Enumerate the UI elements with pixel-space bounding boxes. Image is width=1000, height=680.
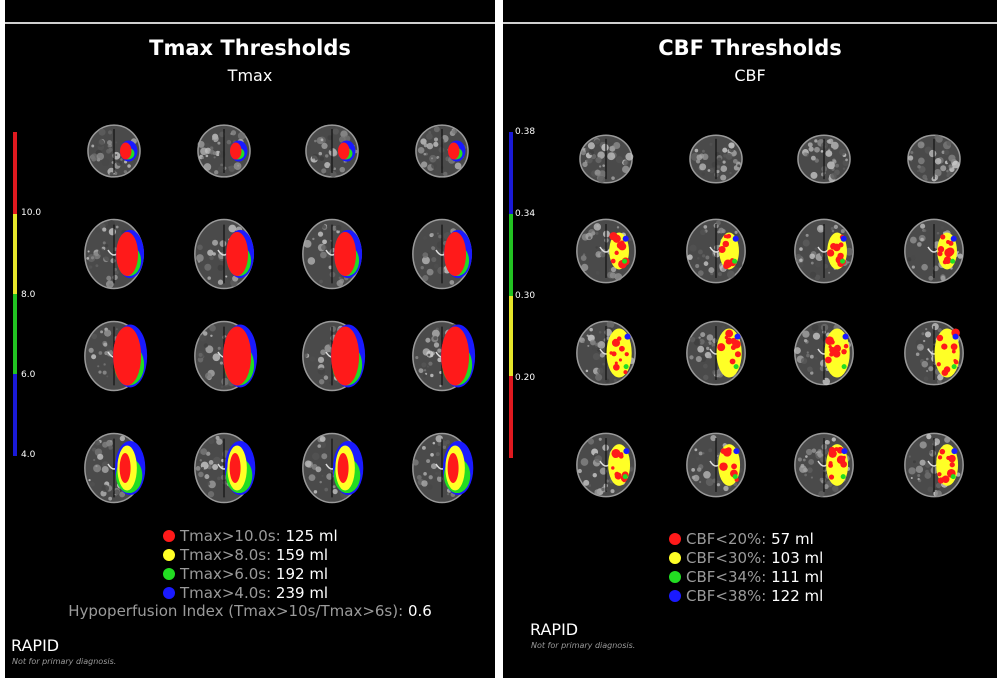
legend-dot-red-icon: [163, 530, 175, 542]
rapid-logo: RAPID: [530, 620, 579, 639]
panel-divider: [503, 22, 997, 24]
cbf-colorbar-tick: 0.20: [515, 373, 536, 383]
cbf-brain-slice: [903, 218, 965, 284]
tmax-brain-slice: [193, 432, 256, 504]
panel-divider: [5, 22, 495, 24]
cbf-slice-grid: [563, 110, 983, 510]
legend-row: CBF<30%: 103 ml: [669, 549, 823, 568]
tmax-brain-slice: [411, 218, 473, 290]
cbf-brain-slice: [903, 320, 965, 386]
cbf-brain-slice: [903, 126, 965, 192]
cbf-subtitle: CBF: [734, 66, 766, 85]
cbf-brain-slice: [575, 320, 637, 386]
legend-row: Tmax>4.0s: 239 ml: [163, 584, 338, 603]
legend-row: Tmax>10.0s: 125 ml: [163, 527, 338, 546]
cbf-brain-slice: [793, 126, 855, 192]
legend-dot-blue-icon: [669, 590, 681, 602]
legend-row: Tmax>8.0s: 159 ml: [163, 546, 338, 565]
cbf-brain-slice: [685, 126, 747, 192]
cbf-colorbar: [509, 132, 513, 458]
cbf-panel: CBF Thresholds CBF 0.38 0.34 0.30 0.20 C…: [503, 0, 997, 678]
cbf-brain-slice: [685, 218, 747, 284]
cbf-brain-slice: [793, 320, 855, 386]
legend-row: Tmax>6.0s: 192 ml: [163, 565, 338, 584]
tmax-brain-slice: [83, 320, 148, 392]
legend-dot-blue-icon: [163, 587, 175, 599]
cbf-brain-slice: [793, 432, 855, 498]
legend-dot-green-icon: [669, 571, 681, 583]
tmax-panel: Tmax Thresholds Tmax 10.0 8.0 6.0 4.0 Tm…: [5, 0, 495, 678]
tmax-colorbar-tick: 10.0: [21, 208, 42, 218]
tmax-colorbar-tick: 8.0: [21, 290, 36, 300]
tmax-legend: Tmax>10.0s: 125 ml Tmax>8.0s: 159 ml Tma…: [163, 527, 338, 603]
tmax-colorbar-tick: 6.0: [21, 370, 36, 380]
cbf-title: CBF Thresholds: [658, 36, 842, 60]
legend-row: CBF<38%: 122 ml: [669, 587, 823, 606]
cbf-brain-slice: [685, 320, 747, 386]
cbf-colorbar-tick: 0.38: [515, 127, 536, 137]
tmax-brain-slice: [301, 115, 363, 187]
tmax-brain-slice: [193, 320, 258, 392]
tmax-brain-slice: [193, 115, 255, 187]
tmax-brain-slice: [83, 432, 146, 504]
cbf-brain-slice: [575, 126, 637, 192]
cbf-brain-slice: [685, 432, 747, 498]
legend-dot-yellow-icon: [163, 549, 175, 561]
cbf-brain-slice: [793, 218, 855, 284]
hypoperfusion-index: Hypoperfusion Index (Tmax>10s/Tmax>6s): …: [68, 602, 432, 620]
tmax-subtitle: Tmax: [227, 66, 273, 85]
tmax-brain-slice: [301, 320, 366, 392]
disclaimer: Not for primary diagnosis.: [531, 641, 636, 650]
cbf-brain-slice: [575, 432, 637, 498]
tmax-brain-slice: [83, 218, 145, 290]
cbf-brain-slice: [903, 432, 965, 498]
tmax-colorbar: [13, 132, 17, 456]
legend-dot-yellow-icon: [669, 552, 681, 564]
tmax-colorbar-tick: 4.0: [21, 450, 36, 460]
rapid-logo: RAPID: [11, 636, 60, 655]
tmax-brain-slice: [301, 218, 363, 290]
tmax-brain-slice: [411, 320, 476, 392]
tmax-brain-slice: [83, 115, 145, 187]
cbf-brain-slice: [575, 218, 637, 284]
tmax-brain-slice: [411, 115, 473, 187]
cbf-colorbar-tick: 0.34: [515, 209, 536, 219]
cbf-colorbar-tick: 0.30: [515, 291, 536, 301]
disclaimer: Not for primary diagnosis.: [12, 657, 117, 666]
legend-dot-green-icon: [163, 568, 175, 580]
legend-dot-red-icon: [669, 533, 681, 545]
tmax-brain-slice: [193, 218, 255, 290]
tmax-brain-slice: [411, 432, 474, 504]
legend-row: CBF<20%: 57 ml: [669, 530, 823, 549]
legend-row: CBF<34%: 111 ml: [669, 568, 823, 587]
tmax-title: Tmax Thresholds: [149, 36, 351, 60]
cbf-legend: CBF<20%: 57 ml CBF<30%: 103 ml CBF<34%: …: [669, 530, 823, 606]
tmax-brain-slice: [301, 432, 364, 504]
tmax-slice-grid: [75, 110, 485, 510]
